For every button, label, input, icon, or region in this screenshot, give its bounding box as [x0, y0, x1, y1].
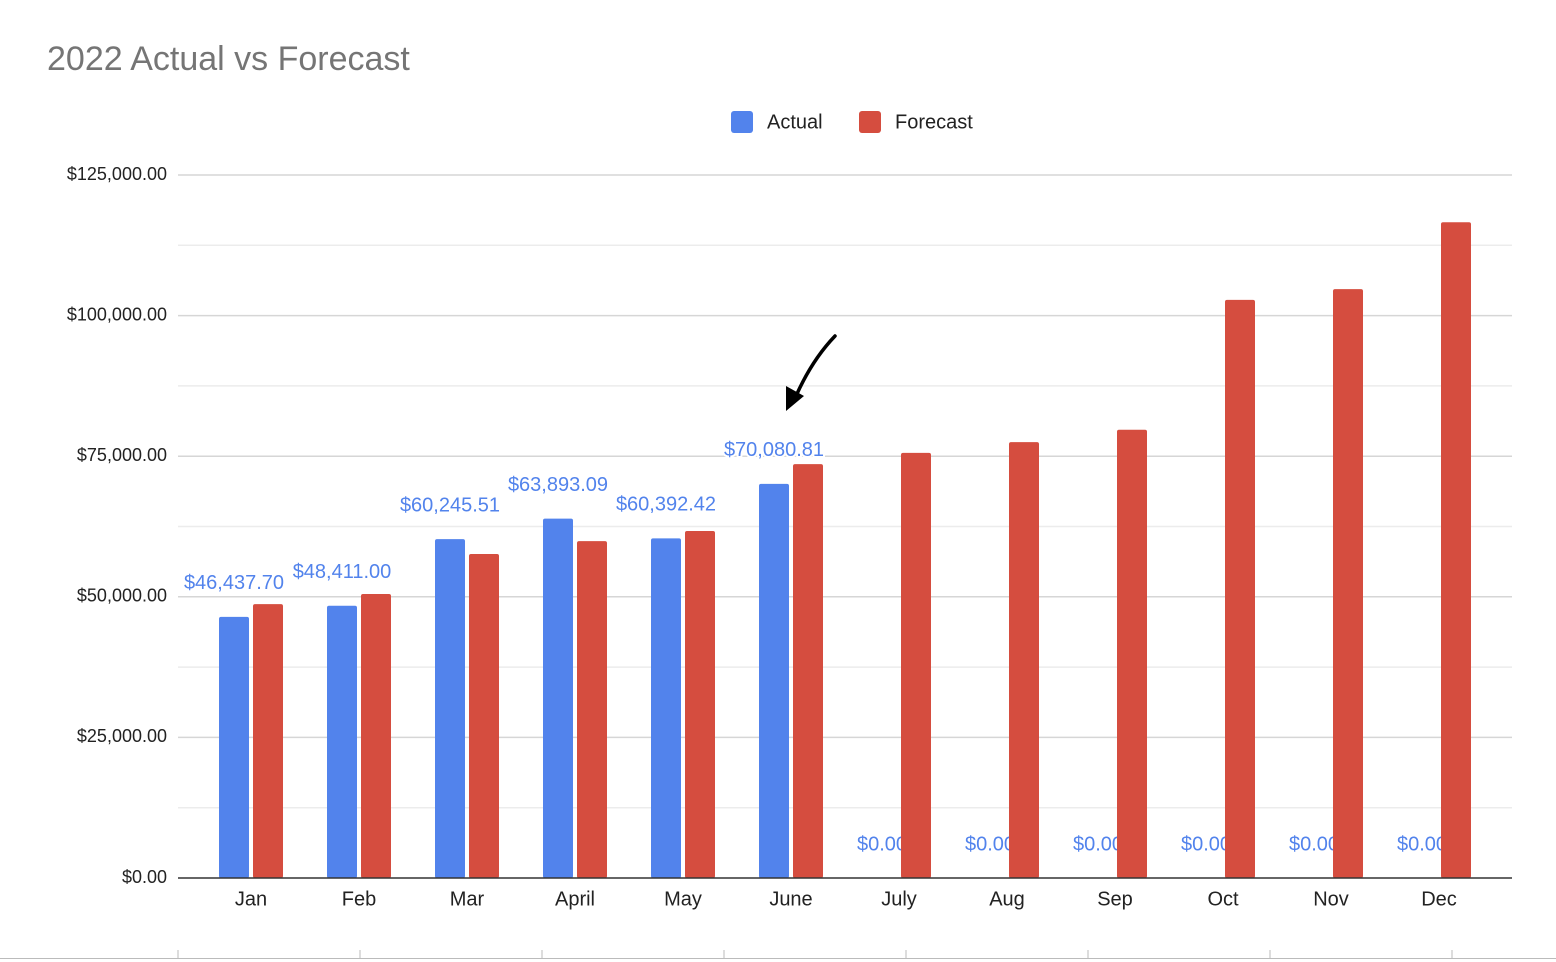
- frame: [0, 950, 1556, 959]
- data-label: $70,080.81: [724, 439, 824, 461]
- x-tick-label: Aug: [989, 888, 1025, 910]
- bar: [361, 593, 391, 878]
- bar: [685, 530, 715, 878]
- bar: [327, 605, 357, 878]
- legend-swatch: [731, 111, 753, 133]
- bar: [543, 518, 573, 878]
- x-tick-label: June: [769, 888, 812, 910]
- x-tick-label: Sep: [1097, 888, 1133, 910]
- arrow: [786, 334, 837, 411]
- data-label: $0.00: [1073, 833, 1123, 855]
- bar: [1117, 429, 1147, 878]
- bar: [253, 604, 283, 878]
- bar: [469, 554, 499, 878]
- data-label: $0.00: [1397, 833, 1447, 855]
- bar: [1441, 222, 1471, 879]
- bar: [793, 464, 823, 878]
- bar: [1333, 289, 1363, 878]
- bar: [759, 483, 789, 878]
- arrow-head: [786, 386, 804, 411]
- bar: [1225, 299, 1255, 879]
- x-tick-label: April: [555, 888, 595, 910]
- data-label: $0.00: [965, 833, 1015, 855]
- x-tick-label: Nov: [1313, 888, 1349, 910]
- x-tick-label: Oct: [1207, 888, 1239, 910]
- x-tick-label: July: [881, 888, 917, 910]
- bar: [1009, 442, 1039, 878]
- data-label: $0.00: [1181, 833, 1231, 855]
- y-tick-label: $25,000.00: [77, 726, 167, 746]
- data-label: $60,245.51: [400, 494, 500, 516]
- legend-label: Actual: [767, 111, 823, 133]
- data-label: $63,893.09: [508, 474, 608, 496]
- bar: [651, 538, 681, 878]
- x-tick-label: May: [664, 888, 702, 910]
- data-label: $46,437.70: [184, 572, 284, 594]
- y-tick-label: $50,000.00: [77, 586, 167, 606]
- y-tick-label: $0.00: [122, 867, 167, 887]
- arrow-shaft: [794, 334, 837, 398]
- data-label: $48,411.00: [293, 561, 392, 583]
- y-tick-label: $125,000.00: [67, 164, 167, 184]
- legend: Actual Forecast: [731, 111, 973, 133]
- data-label: $0.00: [857, 833, 907, 855]
- plot: $0.00 $25,000.00 $50,000.00 $75,000.00 $100,…: [67, 111, 1512, 910]
- legend-label: Forecast: [895, 111, 973, 133]
- x-tick-label: Mar: [450, 888, 485, 910]
- data-label: $0.00: [1289, 833, 1339, 855]
- x-tick-label: Jan: [235, 888, 267, 910]
- legend-swatch: [859, 111, 881, 133]
- y-tick-label: $75,000.00: [77, 445, 167, 465]
- data-label: $60,392.42: [616, 494, 716, 516]
- bar: [901, 452, 931, 878]
- x-tick-label: Feb: [342, 888, 376, 910]
- y-tick-label: $100,000.00: [67, 304, 167, 324]
- bar: [435, 539, 465, 878]
- bar: [577, 541, 607, 878]
- bar: [219, 616, 249, 878]
- chart-title: 2022 Actual vs Forecast: [47, 40, 410, 78]
- x-tick-label: Dec: [1421, 888, 1457, 910]
